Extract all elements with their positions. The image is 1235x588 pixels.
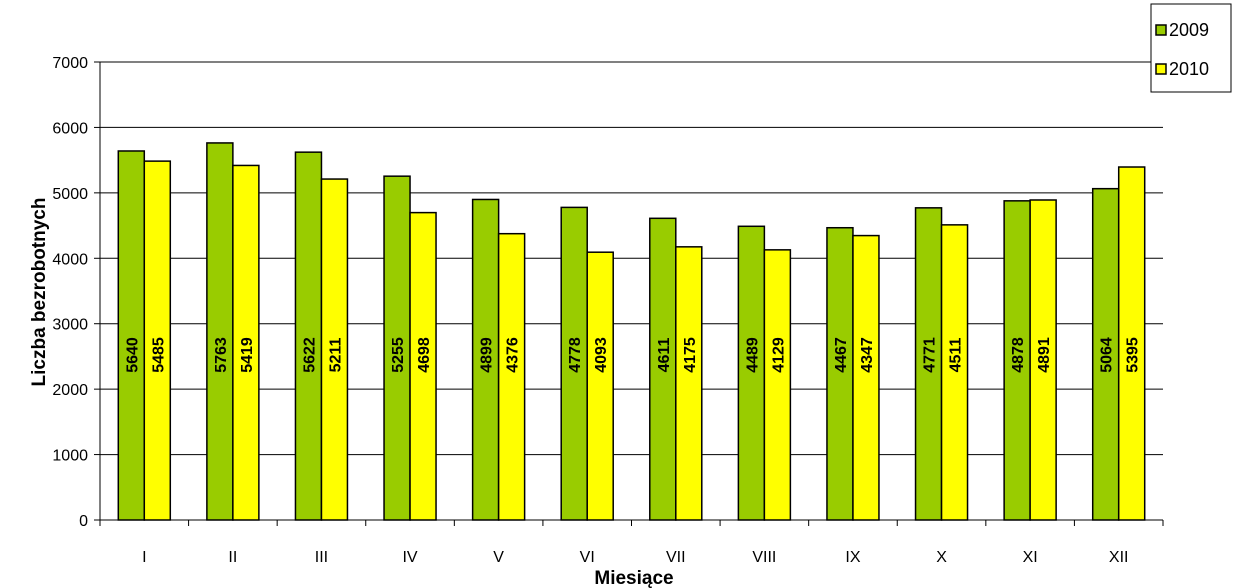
bar-2009-IX [826, 226, 854, 521]
bar-2010-VII [675, 246, 703, 521]
data-label: 4778 [567, 337, 584, 373]
data-label: 5419 [239, 337, 256, 373]
bar-2010-IX [852, 234, 880, 521]
data-label: 5622 [301, 337, 318, 373]
data-label: 4093 [593, 337, 610, 373]
bar-2009-III [294, 151, 323, 521]
data-label: 5640 [124, 337, 141, 373]
data-label: 4891 [1036, 337, 1053, 373]
y-axis-title: Liczba bezrobotnych [29, 198, 50, 387]
data-label: 4129 [770, 337, 787, 373]
data-label: 5211 [327, 338, 344, 373]
data-label: 4347 [859, 337, 876, 373]
x-tick-label: XI [1023, 549, 1038, 566]
x-tick-label: I [142, 549, 146, 566]
y-tick-label: 2000 [52, 382, 88, 399]
bar-2010-XII [1117, 166, 1146, 521]
x-axis-title: Miesiące [594, 568, 673, 588]
y-tick-label: 7000 [52, 55, 88, 72]
bar-2010-VIII [763, 249, 792, 521]
x-tick-label: V [493, 549, 504, 566]
bars: 5640 5485 5763 5419 5622 5211 5255 4698 4899 4376… [117, 142, 1146, 521]
x-tick-label: II [228, 549, 237, 566]
y-tick-label: 3000 [52, 317, 88, 334]
x-tick-label: IV [402, 549, 417, 566]
data-label: 4698 [416, 337, 433, 373]
bar-2009-XI [1003, 200, 1031, 521]
bar-2009-IV [383, 175, 411, 521]
data-label: 5763 [213, 337, 230, 373]
bar-2009-VIII [737, 225, 766, 521]
y-tick-label: 6000 [52, 120, 88, 137]
x-axis-ticks: I II III IV V VI VII VIII IX X XI XII [142, 520, 1164, 566]
data-label: 4376 [505, 337, 522, 373]
data-label: 5485 [150, 337, 167, 373]
bar-2010-I [143, 160, 172, 521]
data-label: 4771 [922, 337, 939, 373]
y-tick-label: 4000 [52, 251, 88, 268]
bar-2009-II [206, 142, 234, 521]
data-label: 5395 [1125, 337, 1142, 373]
bar-2009-VII [649, 217, 677, 521]
legend-swatch-2009 [1155, 24, 1167, 36]
axes [99, 62, 1163, 526]
legend-swatch-2010 [1155, 63, 1167, 75]
legend-label: 2010 [1169, 59, 1209, 79]
legend-box [1150, 3, 1232, 93]
bar-2010-V [497, 232, 526, 521]
bar-2009-XII [1091, 187, 1120, 521]
data-label: 4511 [948, 338, 965, 373]
bar-2010-II [232, 164, 260, 521]
bar-2010-III [320, 178, 349, 521]
x-tick-label: VI [580, 549, 595, 566]
legend-label: 2009 [1169, 20, 1209, 40]
y-tick-label: 5000 [52, 186, 88, 203]
x-tick-label: III [315, 549, 328, 566]
data-label: 4878 [1010, 337, 1027, 373]
bar-2010-X [940, 224, 969, 521]
legend: 2009 2010 [1150, 3, 1232, 93]
x-tick-label: XII [1109, 549, 1129, 566]
gridlines [100, 61, 1163, 456]
x-tick-label: VIII [752, 549, 776, 566]
y-tick-label: 0 [79, 513, 88, 530]
data-label: 4175 [682, 337, 699, 373]
data-label: 5255 [390, 337, 407, 373]
data-label: 5064 [1099, 337, 1116, 373]
x-tick-label: IX [845, 549, 860, 566]
data-label: 4899 [479, 337, 496, 373]
bar-2009-I [117, 150, 146, 521]
bar-2010-VI [586, 251, 614, 521]
data-label: 4611 [656, 338, 673, 373]
x-tick-label: VII [666, 549, 686, 566]
data-label: 4467 [833, 337, 850, 373]
data-label: 4489 [744, 337, 761, 373]
y-tick-label: 1000 [52, 448, 88, 465]
x-tick-label: X [936, 549, 947, 566]
y-axis-ticks: 0 1000 2000 3000 4000 5000 6000 7000 [52, 55, 100, 530]
